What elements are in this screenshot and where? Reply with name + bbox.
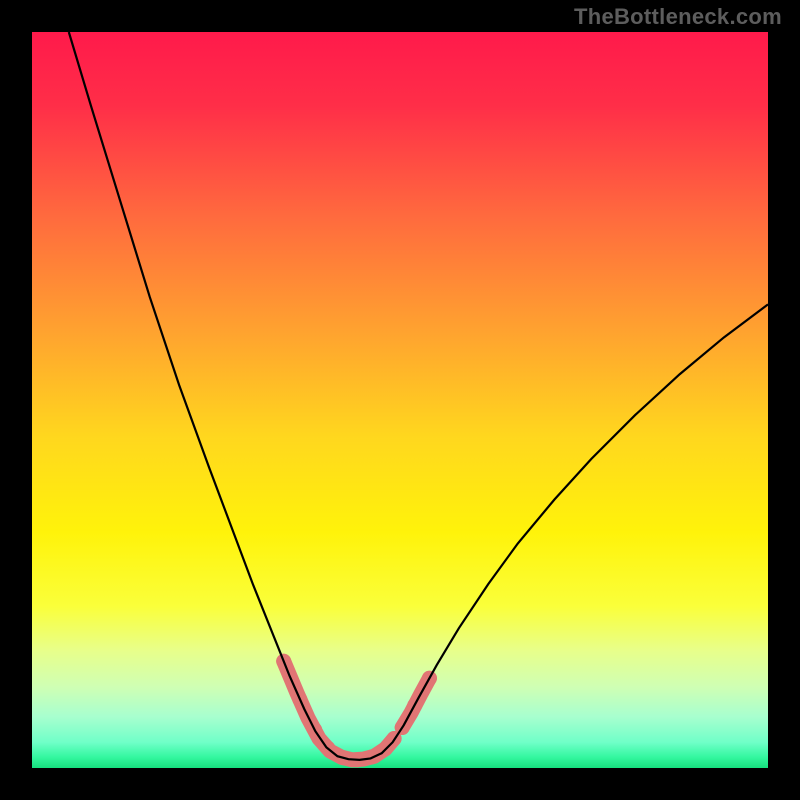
plot-background: [32, 32, 768, 768]
bottleneck-curve-chart: [0, 0, 800, 800]
watermark-text: TheBottleneck.com: [574, 4, 782, 30]
chart-frame: TheBottleneck.com: [0, 0, 800, 800]
